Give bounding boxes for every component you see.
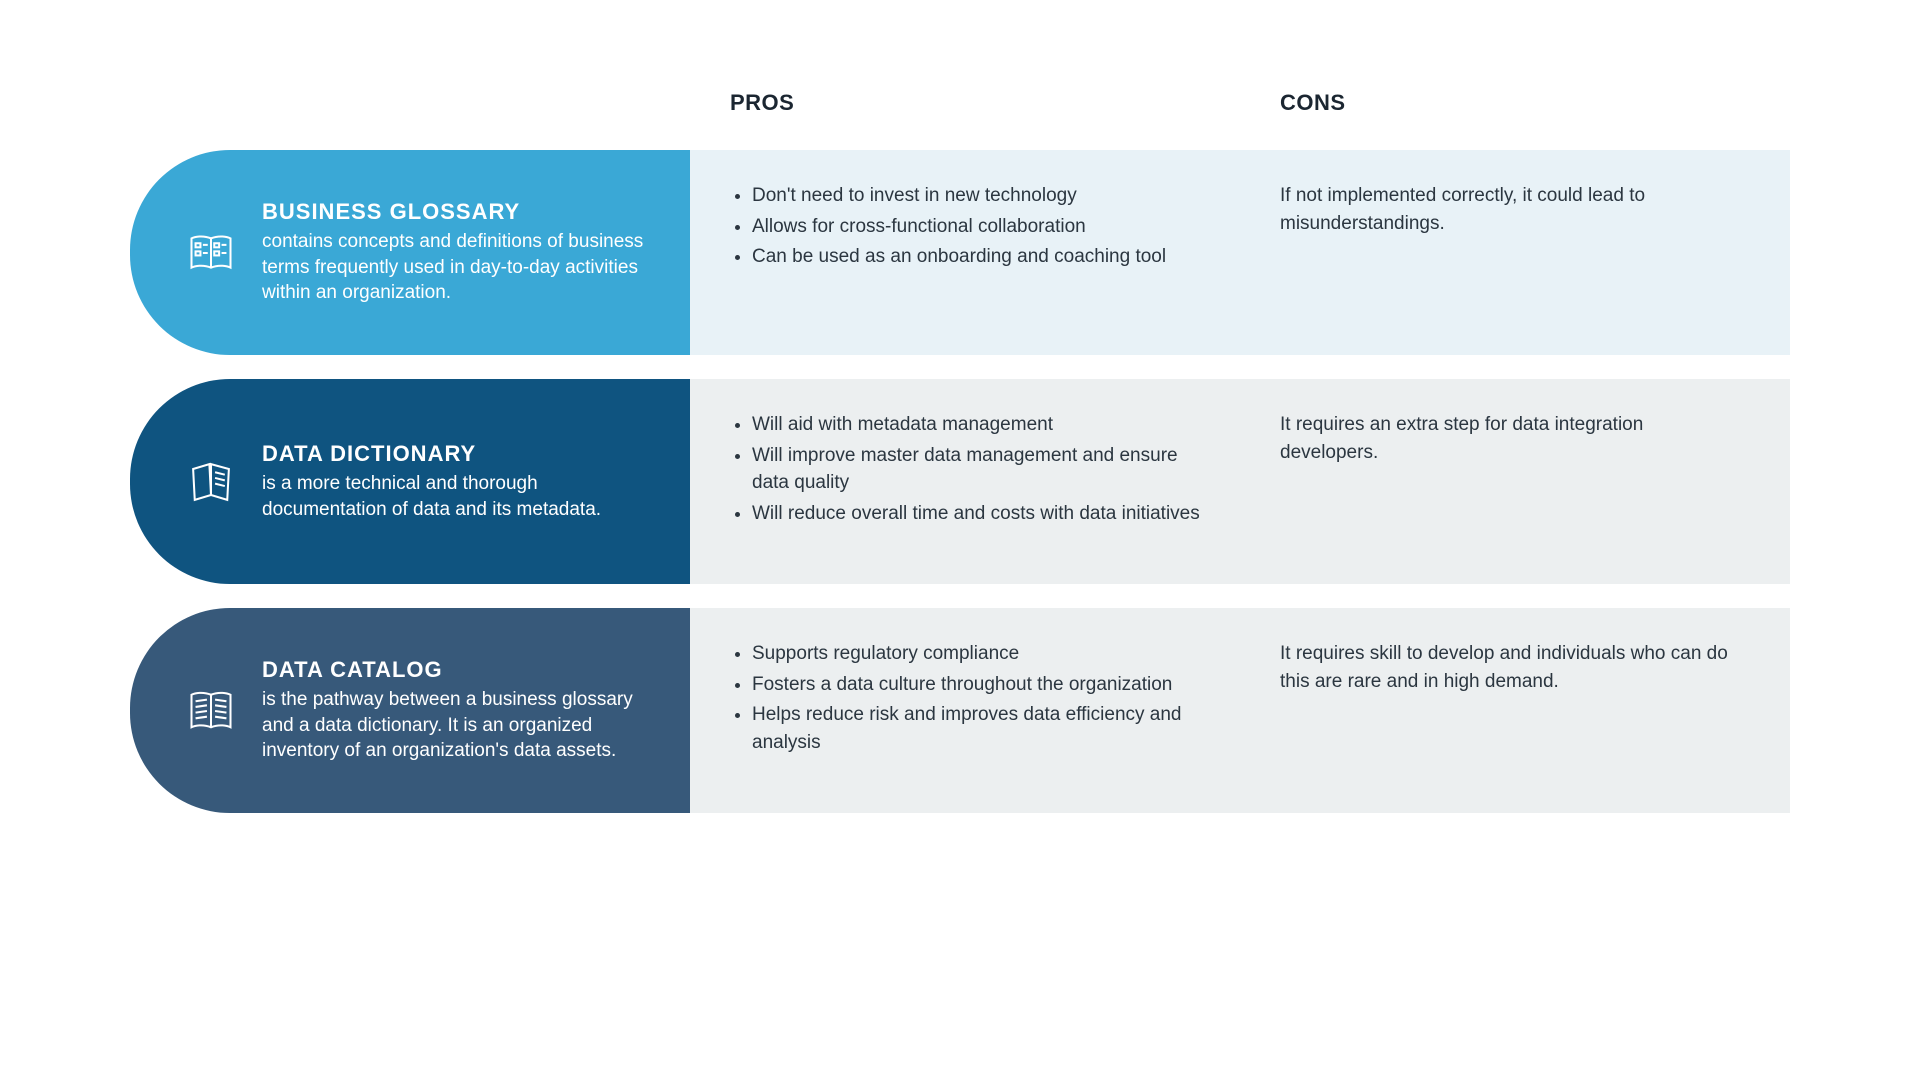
table-row: DATA CATALOG is the pathway between a bus… [130,608,1790,813]
pros-item: Helps reduce risk and improves data effi… [752,701,1200,756]
cons-cell: If not implemented correctly, it could l… [1240,150,1790,355]
label-cell: BUSINESS GLOSSARY contains concepts and d… [130,150,690,355]
dictionary-icon [185,456,237,508]
row-title: DATA CATALOG [262,657,660,683]
pros-cell: Will aid with metadata management Will im… [690,379,1240,584]
pros-cell: Don't need to invest in new technology Al… [690,150,1240,355]
row-desc: is a more technical and thorough documen… [262,471,660,522]
label-cell: DATA DICTIONARY is a more technical and t… [130,379,690,584]
pros-item: Can be used as an onboarding and coachin… [752,243,1200,271]
cons-cell: It requires an extra step for data integ… [1240,379,1790,584]
glossary-icon [185,227,237,279]
cons-cell: It requires skill to develop and individ… [1240,608,1790,813]
pros-item: Will reduce overall time and costs with … [752,500,1200,528]
row-title: DATA DICTIONARY [262,441,660,467]
pros-item: Will aid with metadata management [752,411,1200,439]
row-desc: contains concepts and definitions of bus… [262,229,660,306]
pros-item: Allows for cross-functional collaboratio… [752,213,1200,241]
pros-item: Supports regulatory compliance [752,640,1200,668]
pros-cell: Supports regulatory compliance Fosters a … [690,608,1240,813]
row-title: BUSINESS GLOSSARY [262,199,660,225]
catalog-icon [185,685,237,737]
table-row: BUSINESS GLOSSARY contains concepts and d… [130,150,1790,355]
row-desc: is the pathway between a business glossa… [262,687,660,764]
label-cell: DATA CATALOG is the pathway between a bus… [130,608,690,813]
pros-item: Don't need to invest in new technology [752,182,1200,210]
header-cons: CONS [1240,90,1790,116]
comparison-table: PROS CONS BUSINESS GLOSSARY contains conc… [130,90,1790,813]
pros-item: Fosters a data culture throughout the or… [752,671,1200,699]
header-pros: PROS [690,90,1240,116]
header-row: PROS CONS [130,90,1790,126]
pros-item: Will improve master data management and … [752,442,1200,497]
table-row: DATA DICTIONARY is a more technical and t… [130,379,1790,584]
